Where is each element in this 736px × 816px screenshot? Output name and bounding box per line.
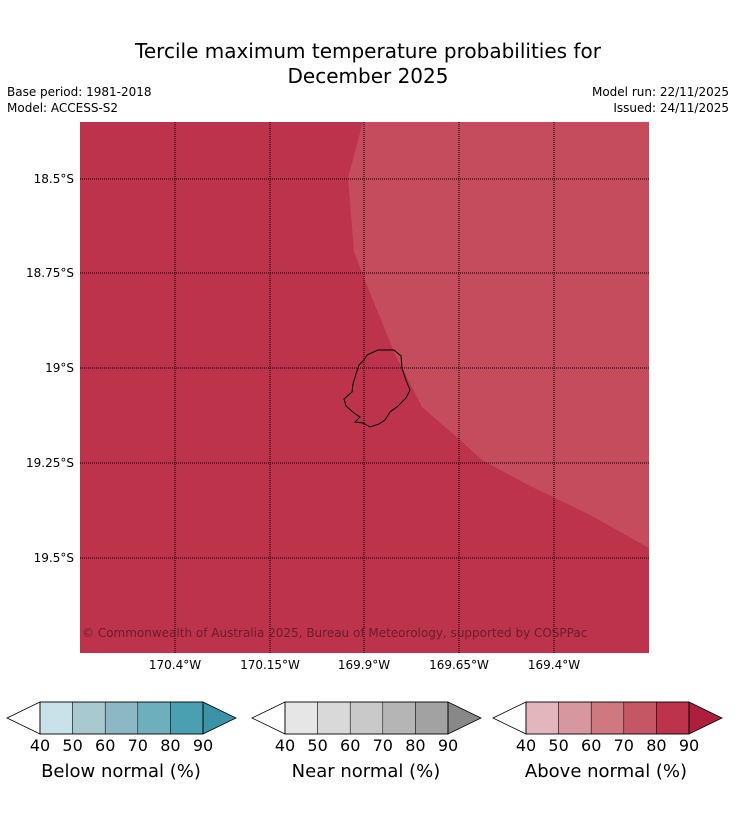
colorbar-segment	[558, 701, 592, 735]
map-area-above-70-80	[348, 122, 649, 548]
colorbar-segment	[170, 701, 204, 735]
colorbar-tick-label: 50	[62, 736, 82, 755]
lon-label: 169.65°W	[429, 658, 489, 672]
issued-date: Issued: 24/11/2025	[613, 101, 729, 115]
colorbar-tick-label: 70	[614, 736, 634, 755]
colorbar-arrow-high	[447, 701, 482, 735]
model-run: Model run: 22/11/2025	[591, 85, 729, 99]
colorbar-tick-label: 40	[30, 736, 50, 755]
colorbar-tick-label: 60	[340, 736, 360, 755]
colorbar-segment	[382, 701, 416, 735]
colorbar-segment	[104, 701, 139, 735]
colorbar-outline	[39, 701, 204, 735]
base-period: Base period: 1981-2018	[7, 85, 152, 99]
colorbar-arrow-high	[688, 701, 723, 735]
colorbar-outline	[284, 701, 449, 735]
colorbar-segment	[317, 701, 351, 735]
colorbar-arrow-low	[6, 701, 41, 735]
lon-label: 169.9°W	[338, 658, 390, 672]
colorbar-arrow-low	[251, 701, 286, 735]
graticule	[80, 122, 649, 653]
colorbar-segment	[656, 701, 690, 735]
colorbar-tick-label: 60	[581, 736, 601, 755]
colorbar-tick-label: 40	[516, 736, 536, 755]
colorbar-segment	[72, 701, 106, 735]
lat-label: 19.25°S	[26, 456, 74, 470]
colorbar-tick-label: 80	[646, 736, 666, 755]
colorbar-segment	[415, 701, 449, 735]
legend-label-above: Above normal (%)	[524, 761, 688, 782]
colorbar-tick-label: 40	[275, 736, 295, 755]
colorbar-tick-label: 60	[95, 736, 115, 755]
colorbar-outline	[525, 701, 690, 735]
colorbar-tick-label: 50	[548, 736, 568, 755]
lat-label: 19.5°S	[34, 551, 74, 565]
title-line-1: Tercile maximum temperature probabilitie…	[135, 39, 601, 63]
colorbar-arrow-low	[492, 701, 527, 735]
colorbar-tick-label: 90	[438, 736, 458, 755]
legend-below-normal: 40 50 60 70 80 90	[6, 701, 237, 755]
colorbar-arrow-high	[202, 701, 237, 735]
lat-label: 18.75°S	[26, 266, 74, 280]
colorbar-segment	[623, 701, 657, 735]
lat-label: 19°S	[45, 361, 74, 375]
lon-label: 170.15°W	[240, 658, 300, 672]
legend-near-normal: 40 50 60 70 80 90	[251, 701, 482, 755]
colorbar-segment	[349, 701, 384, 735]
colorbar-segment	[284, 701, 318, 735]
legend-label-below: Below normal (%)	[41, 761, 201, 782]
colorbar-segment	[39, 701, 73, 735]
lon-label: 170.4°W	[149, 658, 201, 672]
copyright-text: © Commonwealth of Australia 2025, Bureau…	[82, 626, 587, 640]
colorbar-segment	[590, 701, 625, 735]
colorbar-segment	[525, 701, 559, 735]
colorbar-tick-label: 70	[128, 736, 148, 755]
colorbar-segment	[137, 701, 171, 735]
colorbar-tick-label: 90	[679, 736, 699, 755]
model-name: Model: ACCESS-S2	[7, 101, 119, 115]
lat-label: 18.5°S	[34, 172, 74, 186]
colorbar-tick-label: 50	[307, 736, 327, 755]
colorbar-tick-label: 80	[405, 736, 425, 755]
legend-label-near: Near normal (%)	[291, 761, 441, 782]
colorbar-tick-label: 90	[193, 736, 213, 755]
title-line-2: December 2025	[287, 64, 449, 88]
colorbar-tick-label: 70	[373, 736, 393, 755]
island-coastline	[343, 349, 411, 428]
lon-label: 169.4°W	[528, 658, 580, 672]
colorbar-tick-label: 80	[160, 736, 180, 755]
legend-above-normal: 40 50 60 70 80 90	[492, 701, 723, 755]
